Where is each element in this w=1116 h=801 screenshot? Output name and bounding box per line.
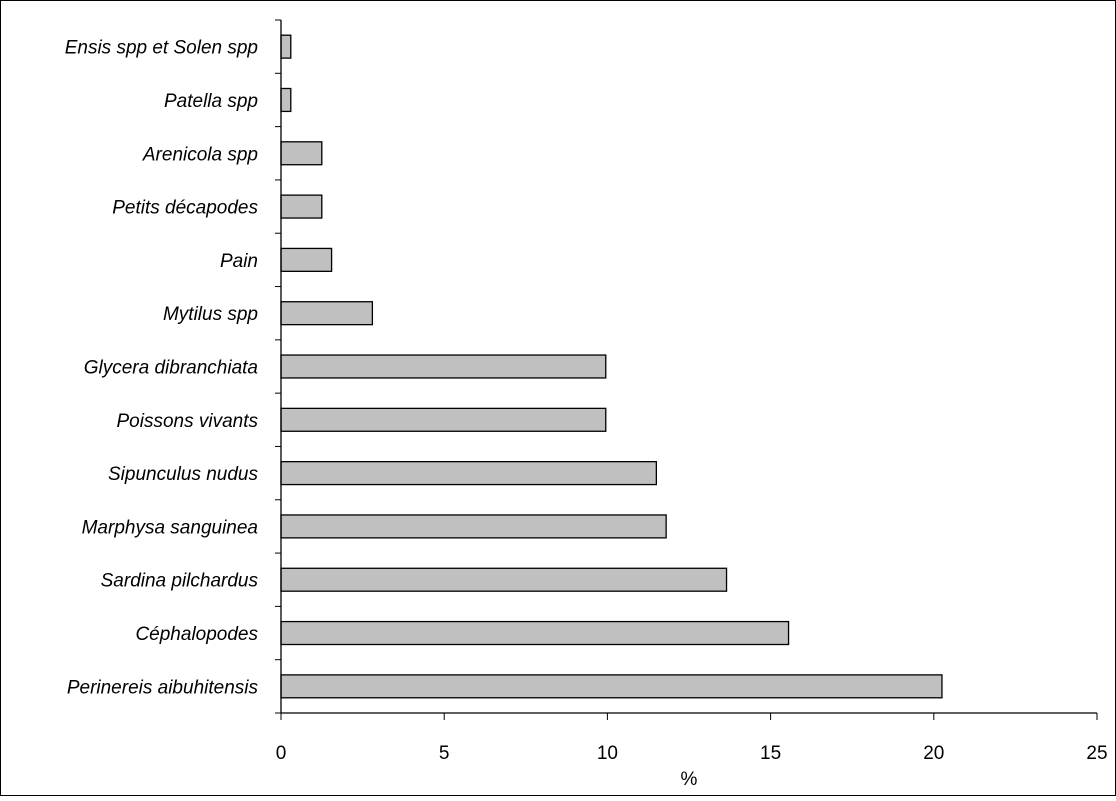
x-axis-title: % bbox=[681, 769, 698, 790]
category-label: Marphysa sanguinea bbox=[82, 517, 258, 538]
category-label: Perinereis aibuhitensis bbox=[67, 677, 259, 698]
category-label: Poissons vivants bbox=[116, 411, 258, 432]
bar bbox=[280, 194, 323, 219]
bar bbox=[280, 34, 292, 59]
x-tick-label: 5 bbox=[439, 743, 450, 764]
category-label: Céphalopodes bbox=[135, 624, 258, 645]
category-label: Patella spp bbox=[164, 91, 258, 112]
x-tick-label: 0 bbox=[276, 743, 287, 764]
bar bbox=[280, 407, 607, 432]
bar bbox=[280, 301, 374, 326]
bar bbox=[280, 354, 607, 379]
axes-group bbox=[275, 19, 1098, 720]
bar bbox=[280, 87, 292, 113]
bars-group bbox=[280, 34, 943, 699]
x-tick-label: 15 bbox=[760, 743, 781, 764]
bar bbox=[280, 514, 667, 539]
category-label: Sardina pilchardus bbox=[101, 571, 259, 592]
category-labels: Ensis spp et Solen spp Patella spp Arenico… bbox=[65, 38, 259, 699]
category-label: Ensis spp et Solen spp bbox=[65, 38, 258, 59]
bar bbox=[280, 620, 790, 646]
category-label: Petits décapodes bbox=[112, 198, 258, 219]
category-label: Mytilus spp bbox=[163, 304, 258, 325]
category-label: Glycera dibranchiata bbox=[84, 358, 258, 379]
x-tick-label: 10 bbox=[597, 743, 618, 764]
bar bbox=[280, 247, 333, 272]
bar bbox=[280, 141, 323, 166]
bar bbox=[280, 674, 943, 699]
x-tick-label: 25 bbox=[1086, 743, 1107, 764]
bar bbox=[280, 567, 728, 592]
x-tick-labels: 0 5 10 15 20 25 bbox=[276, 743, 1108, 764]
x-tick-label: 20 bbox=[923, 743, 944, 764]
category-label: Pain bbox=[220, 251, 258, 272]
bar bbox=[280, 460, 658, 486]
category-label: Sipunculus nudus bbox=[108, 464, 258, 485]
category-label: Arenicola spp bbox=[142, 144, 258, 165]
